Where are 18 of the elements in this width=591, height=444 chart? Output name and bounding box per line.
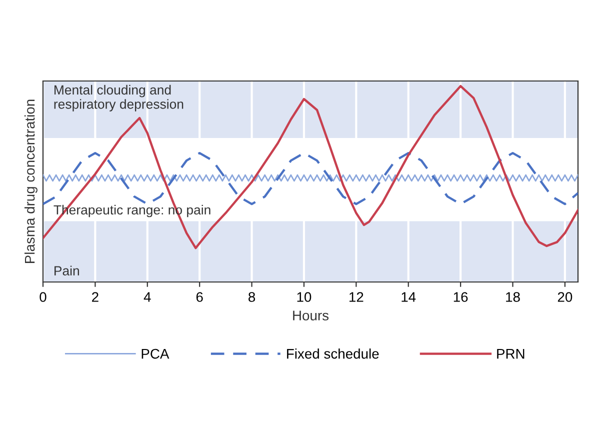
x-tick-label: 14: [402, 292, 416, 302]
legend-label: PRN: [497, 349, 524, 359]
band-label: Mental clouding and respiratory depression: [54, 84, 184, 112]
x-tick-label: 0: [40, 292, 46, 302]
x-tick-label: 18: [506, 292, 520, 302]
x-tick-label: 2: [92, 292, 98, 302]
legend-label: Fixed schedule: [287, 348, 379, 359]
band-label: Pain: [54, 266, 79, 276]
x-axis-title: Hours: [293, 310, 329, 320]
x-tick-label: 12: [350, 292, 364, 302]
x-tick-label: 16: [454, 292, 468, 302]
x-tick-label: 10: [297, 292, 312, 302]
legend-label: PCA: [142, 348, 170, 359]
y-axis-title: Plasma drug concentration: [24, 100, 38, 263]
x-tick-label: 8: [248, 292, 256, 302]
x-tick-label: 6: [196, 292, 203, 302]
x-tick-label: 20: [558, 292, 572, 302]
x-tick-label: 4: [144, 292, 151, 302]
